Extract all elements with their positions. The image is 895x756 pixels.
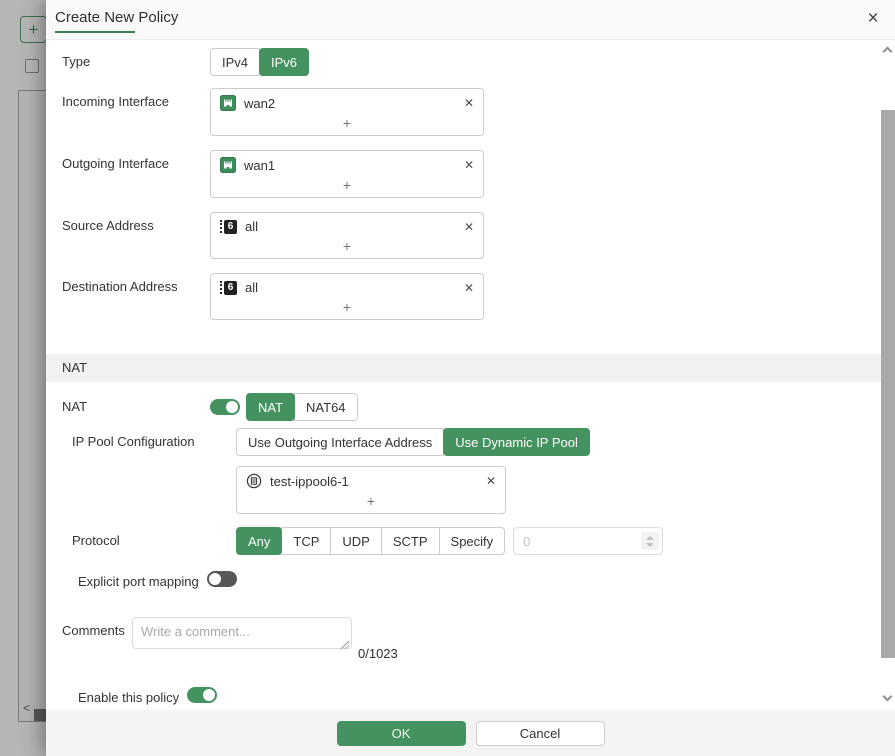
enable-policy-toggle[interactable] [187,687,218,703]
nat-mode-segmented: NAT NAT64 [246,393,358,421]
ip-pool-entry[interactable]: test-ippool6-1 ✕ [237,470,505,492]
scroll-down-icon[interactable] [882,691,893,702]
resize-handle-icon[interactable] [339,639,349,649]
ip-pool-option-outgoing-address[interactable]: Use Outgoing Interface Address [236,428,445,456]
ip-pool-add-button[interactable]: + [366,493,376,509]
scrollbar-thumb[interactable] [881,110,895,658]
protocol-option-sctp[interactable]: SCTP [380,527,440,555]
type-option-ipv4[interactable]: IPv4 [210,48,261,76]
ok-button[interactable]: OK [336,720,466,746]
spinner-icon[interactable] [641,532,660,550]
ip-pool-icon [246,473,262,489]
type-segmented: IPv4 IPv6 [210,48,310,76]
ip-pool-segmented: Use Outgoing Interface Address Use Dynam… [236,428,590,456]
incoming-interface-label: Incoming Interface [62,94,169,109]
outgoing-interface-add-button[interactable]: + [342,177,352,193]
remove-icon[interactable]: ✕ [485,474,496,488]
comments-row: Comments 0/1023 [46,617,881,661]
comments-label: Comments [62,623,125,638]
source-address-label: Source Address [62,218,154,233]
ip-pool-value: test-ippool6-1 [270,473,349,489]
outgoing-interface-entry[interactable]: wan1 ✕ [211,154,483,176]
title-underline [55,31,135,33]
protocol-segmented: Any TCP UDP SCTP Specify [236,527,506,555]
explicit-port-mapping-row: Explicit port mapping [46,568,881,589]
protocol-port-wrap [513,527,664,555]
type-row: Type IPv4 IPv6 [46,48,881,76]
nat-section-header: NAT [46,354,881,382]
incoming-interface-row: Incoming Interface wan2 ✕ + [46,88,881,136]
vertical-scrollbar[interactable] [881,40,895,710]
source-address-entry[interactable]: 6 all ✕ [211,216,483,237]
protocol-row: Protocol Any TCP UDP SCTP Specify [46,527,881,555]
remove-icon[interactable]: ✕ [463,280,474,295]
ip-pool-box-row: test-ippool6-1 ✕ + [236,466,881,514]
type-option-ipv6[interactable]: IPv6 [259,48,310,76]
dialog-content: Type IPv4 IPv6 Incoming Interface [46,40,881,705]
dialog-footer: OK Cancel [46,710,895,756]
comments-counter: 0/1023 [358,646,398,661]
create-policy-dialog: Create New Policy × Type IPv4 IPv6 Incom… [46,0,895,756]
dialog-title: Create New Policy [55,9,179,26]
type-label: Type [62,54,91,69]
nat-option-nat64[interactable]: NAT64 [294,393,358,421]
comments-input[interactable] [132,617,352,649]
outgoing-interface-label: Outgoing Interface [62,156,169,171]
ipv6-address-icon: 6 [220,280,237,295]
incoming-interface-add-button[interactable]: + [342,115,352,131]
outgoing-interface-value: wan1 [244,157,276,173]
nat-toggle[interactable] [210,399,240,415]
nat-option-nat[interactable]: NAT [246,393,296,421]
source-address-add-button[interactable]: + [342,238,352,254]
explicit-port-mapping-label: Explicit port mapping [78,574,199,589]
outgoing-interface-row: Outgoing Interface wan1 ✕ + [46,150,881,198]
ip-pool-option-dynamic-pool[interactable]: Use Dynamic IP Pool [443,428,590,456]
remove-icon[interactable]: ✕ [463,219,474,234]
destination-address-value: all [245,280,259,295]
destination-address-box: 6 all ✕ + [210,273,484,320]
nat-label: NAT [62,399,88,414]
protocol-port-input[interactable] [513,527,664,555]
dialog-header: Create New Policy × [46,0,895,40]
destination-address-row: Destination Address 6 all ✕ + [46,273,881,320]
source-address-box: 6 all ✕ + [210,212,484,259]
incoming-interface-value: wan2 [244,95,276,111]
ip-pool-box: test-ippool6-1 ✕ + [236,466,506,514]
interface-icon [220,95,236,111]
enable-policy-row: Enable this policy [46,684,881,705]
ip-pool-configuration-label: IP Pool Configuration [72,434,195,449]
comments-textarea-wrap [132,617,352,654]
destination-address-add-button[interactable]: + [342,299,352,315]
background-checkbox[interactable] [25,59,39,73]
destination-address-label: Destination Address [62,279,178,294]
cancel-button[interactable]: Cancel [475,720,605,746]
close-icon[interactable]: × [861,7,885,31]
remove-icon[interactable]: ✕ [463,96,474,110]
destination-address-entry[interactable]: 6 all ✕ [211,277,483,298]
ip-pool-configuration-row: IP Pool Configuration Use Outgoing Inter… [46,428,881,456]
remove-icon[interactable]: ✕ [463,158,474,172]
protocol-option-udp[interactable]: UDP [330,527,382,555]
incoming-interface-entry[interactable]: wan2 ✕ [211,92,483,114]
protocol-option-any[interactable]: Any [236,527,283,555]
source-address-value: all [245,219,259,234]
background-add-button[interactable]: + [20,16,47,43]
scroll-up-icon[interactable] [882,46,893,57]
explicit-port-mapping-toggle[interactable] [206,571,237,587]
protocol-option-tcp[interactable]: TCP [281,527,332,555]
protocol-option-specify[interactable]: Specify [438,527,506,555]
outgoing-interface-box: wan1 ✕ + [210,150,484,198]
nat-row: NAT NAT NAT64 [46,393,881,421]
incoming-interface-box: wan2 ✕ + [210,88,484,136]
protocol-label: Protocol [72,533,120,548]
chevron-left-icon[interactable]: < [23,701,31,715]
interface-icon [220,157,236,173]
enable-policy-label: Enable this policy [78,690,180,705]
ipv6-address-icon: 6 [220,219,237,234]
source-address-row: Source Address 6 all ✕ + [46,212,881,259]
